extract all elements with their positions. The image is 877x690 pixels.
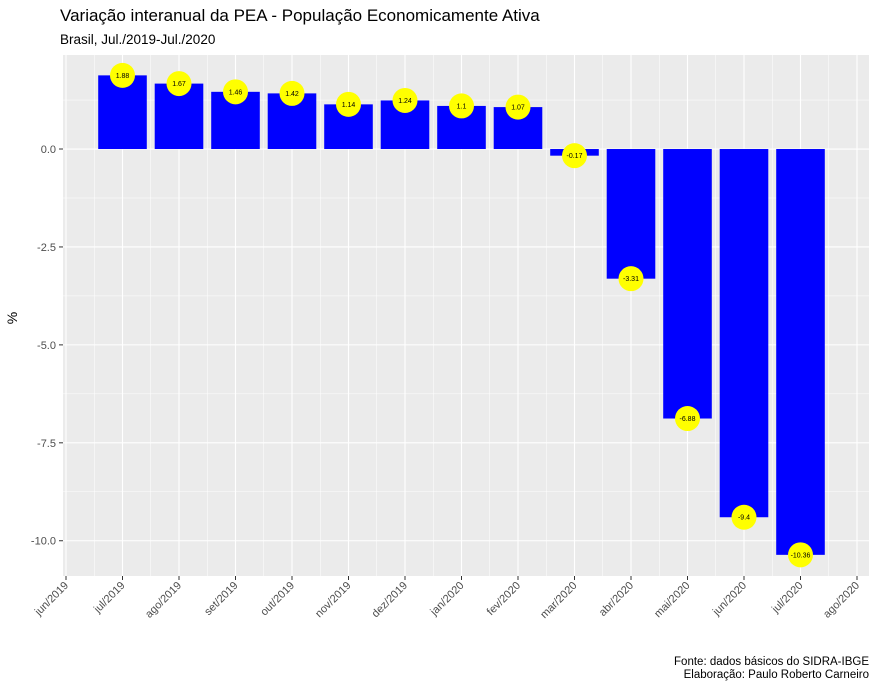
- data-label: 1.14: [342, 102, 356, 109]
- caption-source: Fonte: dados básicos do SIDRA-IBGE: [674, 656, 869, 668]
- data-label-circle: [788, 542, 813, 568]
- x-tick-label: abr/2020: [597, 580, 636, 619]
- caption: Fonte: dados básicos do SIDRA-IBGE Elabo…: [674, 656, 869, 682]
- bar: [776, 149, 825, 555]
- data-label: -0.17: [567, 153, 583, 160]
- data-label-circle: [392, 87, 418, 113]
- data-label-circle: [618, 266, 644, 292]
- data-label-circle: [505, 94, 531, 120]
- x-axis: jun/2019 jul/2019 ago/2019 set/2019 out/2019…: [32, 576, 862, 621]
- data-label: 1.42: [285, 91, 299, 98]
- bar: [719, 149, 769, 518]
- data-label-circle: [110, 62, 135, 88]
- x-tick-label: mai/2020: [652, 580, 692, 620]
- data-label: -6.88: [680, 416, 696, 423]
- x-tick-label: out/2019: [258, 580, 297, 619]
- data-labels: 1.88 1.67 1.46 1.42 1.14 1.24 1.1 1.07 -0.17 -3.3…: [110, 62, 813, 568]
- x-tick-label: jul/2019: [91, 580, 127, 616]
- data-label: -10.36: [791, 552, 811, 559]
- bars: [98, 75, 825, 555]
- data-label: -3.31: [623, 276, 639, 283]
- data-label-circle: [449, 93, 474, 119]
- data-label: 1.67: [172, 81, 186, 88]
- x-tick-label: jan/2020: [428, 580, 467, 619]
- data-label-circle: [223, 79, 248, 105]
- data-label: 1.1: [457, 103, 467, 110]
- chart-title: Variação interanual da PEA - População E…: [60, 6, 540, 25]
- x-tick-label: jun/2020: [710, 580, 749, 619]
- x-tick-label: jun/2019: [32, 580, 71, 619]
- data-label: 1.07: [511, 105, 525, 112]
- x-tick-label: ago/2019: [143, 580, 184, 621]
- y-tick-label: -10.0: [31, 536, 56, 548]
- y-tick-label: -2.5: [37, 242, 56, 254]
- caption-author: Elaboração: Paulo Roberto Carneiro: [683, 669, 869, 681]
- chart-subtitle: Brasil, Jul./2019-Jul./2020: [60, 32, 216, 47]
- x-tick-label: mar/2020: [538, 580, 579, 621]
- data-label-circle: [336, 91, 361, 117]
- data-label: 1.88: [116, 73, 130, 80]
- x-tick-label: fev/2020: [485, 580, 523, 618]
- data-label: 1.46: [229, 89, 243, 96]
- x-tick-label: jul/2020: [769, 580, 805, 616]
- data-label-circle: [166, 71, 192, 97]
- x-tick-label: ago/2020: [821, 580, 862, 621]
- data-label-circle: [279, 80, 305, 106]
- x-tick-label: dez/2019: [370, 580, 410, 620]
- bar: [663, 149, 712, 419]
- y-tick-label: -7.5: [37, 438, 56, 450]
- bar: [606, 149, 656, 279]
- data-label: -9.4: [738, 515, 750, 522]
- data-label-circle: [562, 143, 587, 169]
- data-label: 1.24: [398, 98, 412, 105]
- y-tick-label: 0.0: [41, 144, 56, 156]
- y-tick-label: -5.0: [37, 340, 56, 352]
- data-label-circle: [675, 406, 700, 432]
- y-axis: 0.0 -2.5 -5.0 -7.5 -10.0: [31, 144, 63, 548]
- data-label-circle: [731, 504, 757, 530]
- x-tick-label: nov/2019: [313, 580, 353, 620]
- x-tick-label: set/2019: [202, 580, 240, 618]
